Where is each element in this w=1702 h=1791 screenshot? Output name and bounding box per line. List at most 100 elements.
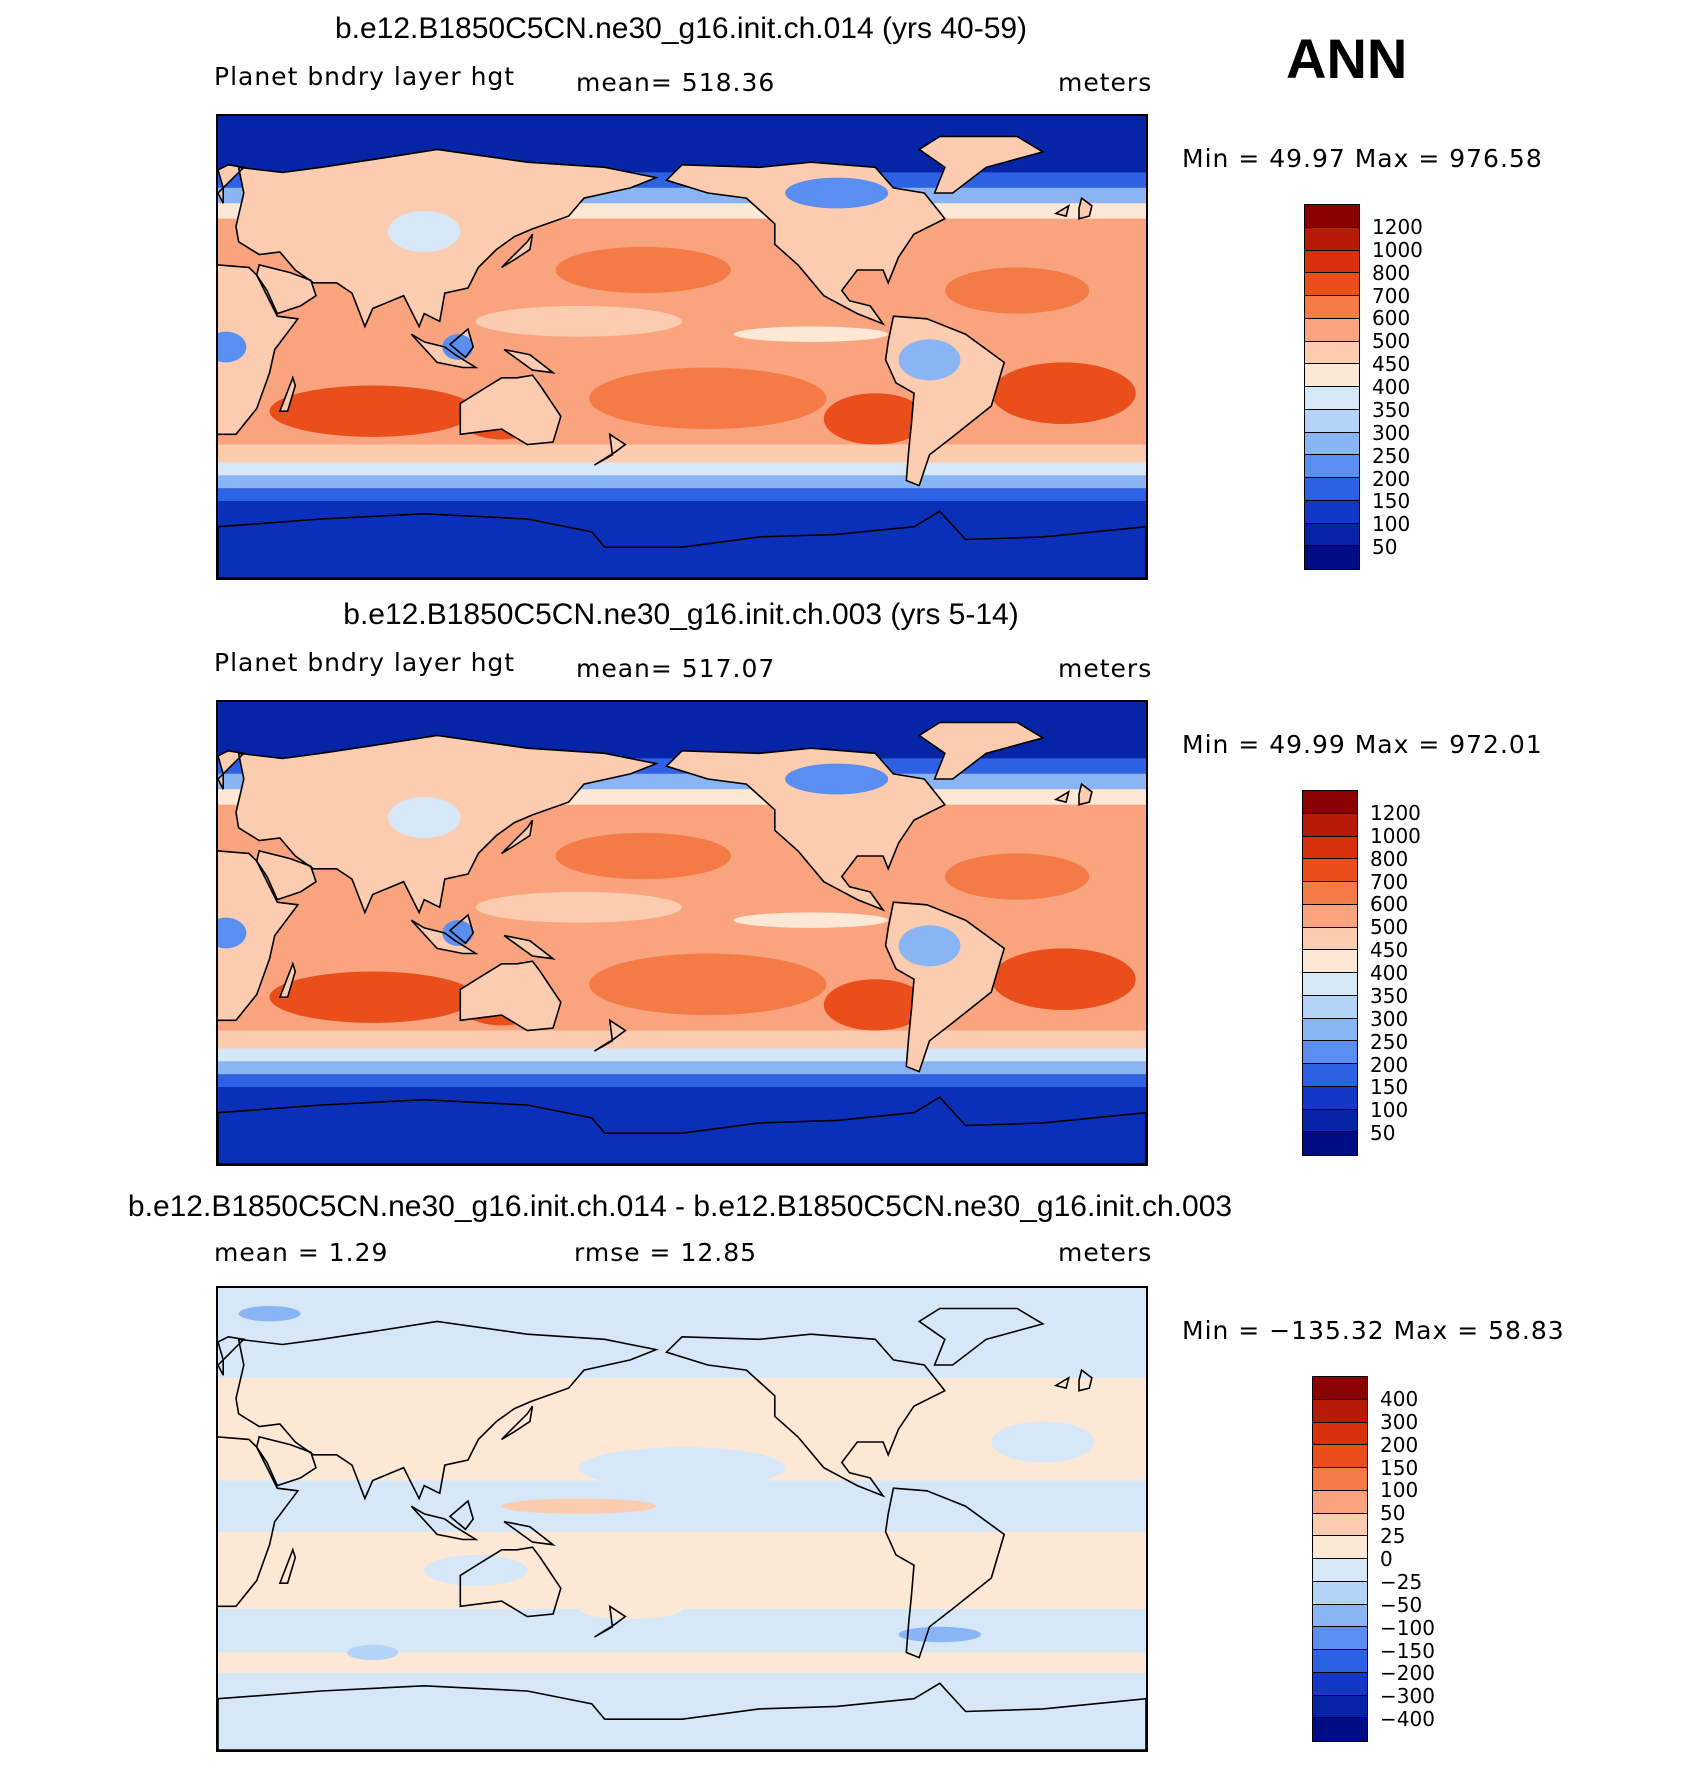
colorbar-tick-label: 450 (1370, 938, 1409, 963)
colorbar-tick-label: 600 (1372, 306, 1411, 331)
colorbar-tick-label: 400 (1370, 961, 1409, 985)
colorbar-segment (1305, 478, 1359, 501)
panel-2-minmax: Min = 49.99 Max = 972.01 (1182, 730, 1543, 759)
colorbar-segment (1303, 836, 1357, 860)
colorbar-tick-label: 1200 (1372, 214, 1423, 239)
colorbar-segment (1303, 1064, 1357, 1087)
colorbar-segment (1305, 250, 1359, 274)
colorbar-segment (1303, 1018, 1357, 1042)
colorbar-tick-label: 1000 (1370, 823, 1421, 848)
panel-3-field (218, 1288, 1146, 1750)
colorbar-tick-label: −200 (1380, 1661, 1435, 1686)
colorbar-tick-label: 350 (1370, 983, 1409, 1008)
colorbar-segment (1313, 1695, 1367, 1719)
season-label: ANN (1286, 27, 1408, 90)
colorbar-segment (1303, 995, 1357, 1019)
colorbar-tick-label: −100 (1380, 1615, 1435, 1640)
colorbar-tick-label: −150 (1380, 1638, 1435, 1663)
colorbar-segment (1313, 1672, 1367, 1696)
colorbar-segment (1313, 1377, 1367, 1400)
colorbar-segment (1313, 1399, 1367, 1423)
colorbar-segment (1305, 364, 1359, 387)
colorbar-tick-label: 100 (1380, 1478, 1419, 1503)
panel-2-variable-label: Planet bndry layer hgt (214, 648, 516, 677)
colorbar-tick-label: 800 (1372, 260, 1411, 285)
colorbar-tick-label: 50 (1372, 535, 1398, 560)
panel-2-map (216, 700, 1148, 1166)
colorbar-segment (1313, 1445, 1367, 1468)
colorbar-segment (1305, 205, 1359, 228)
colorbar-segment (1313, 1536, 1367, 1559)
colorbar-tick-label: 400 (1372, 375, 1411, 399)
panel-1-minmax: Min = 49.97 Max = 976.58 (1182, 144, 1543, 173)
colorbar-segment (1305, 387, 1359, 410)
panel-3-minmax: Min = −135.32 Max = 58.83 (1182, 1316, 1565, 1345)
colorbar-segment (1303, 927, 1357, 951)
colorbar-segment (1305, 341, 1359, 365)
colorbar-tick-label: 400 (1380, 1386, 1419, 1411)
panel-3-mean: mean = 1.29 (214, 1238, 389, 1267)
colorbar-segment (1313, 1468, 1367, 1491)
panel-1-variable-label: Planet bndry layer hgt (214, 62, 516, 91)
colorbar-tick-label: 200 (1380, 1432, 1419, 1457)
colorbar-segment (1303, 1132, 1357, 1155)
colorbar-segment (1313, 1650, 1367, 1673)
colorbar-segment (1313, 1422, 1367, 1446)
panel-3-map (216, 1286, 1148, 1752)
colorbar-tick-label: 300 (1372, 420, 1411, 445)
colorbar-tick-label: 250 (1370, 1029, 1409, 1054)
colorbar-tick-label: 0 (1380, 1547, 1393, 1571)
colorbar-tick-label: 700 (1370, 869, 1409, 894)
colorbar-segment (1305, 296, 1359, 319)
colorbar-tick-label: 300 (1380, 1409, 1419, 1434)
panel-2-colorbar-ticks: 1200 1000 800 700 600 500 450 400 350 300 250 200 15… (1370, 790, 1470, 1156)
colorbar-segment (1303, 882, 1357, 905)
colorbar-tick-label: −25 (1380, 1569, 1423, 1594)
colorbar-segment (1305, 523, 1359, 547)
colorbar-tick-label: 25 (1380, 1524, 1406, 1549)
colorbar-tick-label: 200 (1370, 1052, 1409, 1077)
colorbar-tick-label: 600 (1370, 892, 1409, 917)
colorbar-tick-label: 150 (1372, 489, 1411, 514)
colorbar-segment (1313, 1604, 1367, 1628)
colorbar-tick-label: 150 (1370, 1075, 1409, 1100)
colorbar-segment (1305, 546, 1359, 569)
colorbar-tick-label: 250 (1372, 443, 1411, 468)
panel-3-colorbar-ticks: 400 300 200 150 100 50 25 0 −25 −50 −100 −150 −200 −3… (1380, 1376, 1480, 1742)
colorbar-tick-label: 500 (1372, 329, 1411, 354)
panel-1-units: meters (1058, 68, 1153, 97)
colorbar-segment (1305, 500, 1359, 524)
colorbar-segment (1313, 1490, 1367, 1514)
colorbar-segment (1303, 1109, 1357, 1133)
panel-1-colorbar-ticks: 1200 1000 800 700 600 500 450 400 350 300 250 200 15… (1372, 204, 1472, 570)
colorbar-tick-label: 450 (1372, 352, 1411, 377)
colorbar-tick-label: 50 (1370, 1121, 1396, 1146)
panel-2-field (218, 702, 1146, 1164)
colorbar-segment (1305, 432, 1359, 456)
colorbar-segment (1305, 227, 1359, 251)
colorbar-segment (1305, 409, 1359, 433)
panel-3-title: b.e12.B1850C5CN.ne30_g16.init.ch.014 - b… (127, 1190, 1233, 1223)
colorbar-segment (1303, 1041, 1357, 1064)
colorbar-segment (1313, 1627, 1367, 1650)
panel-3-units: meters (1058, 1238, 1153, 1267)
colorbar-segment (1303, 904, 1357, 928)
colorbar-tick-label: 800 (1370, 846, 1409, 871)
colorbar-segment (1313, 1559, 1367, 1582)
colorbar-segment (1303, 950, 1357, 973)
colorbar-segment (1313, 1581, 1367, 1605)
colorbar-segment (1305, 455, 1359, 478)
colorbar-segment (1303, 791, 1357, 814)
colorbar-segment (1303, 973, 1357, 996)
panel-3-rmse: rmse = 12.85 (574, 1238, 758, 1267)
panel-2-units: meters (1058, 654, 1153, 683)
panel-1-colorbar (1304, 204, 1360, 570)
colorbar-tick-label: −300 (1380, 1684, 1435, 1709)
colorbar-segment (1303, 859, 1357, 882)
colorbar-segment (1313, 1718, 1367, 1741)
colorbar-tick-label: 150 (1380, 1455, 1419, 1480)
colorbar-tick-label: 1200 (1370, 800, 1421, 825)
panel-2-colorbar (1302, 790, 1358, 1156)
colorbar-segment (1303, 1086, 1357, 1110)
panel-3-colorbar (1312, 1376, 1368, 1742)
